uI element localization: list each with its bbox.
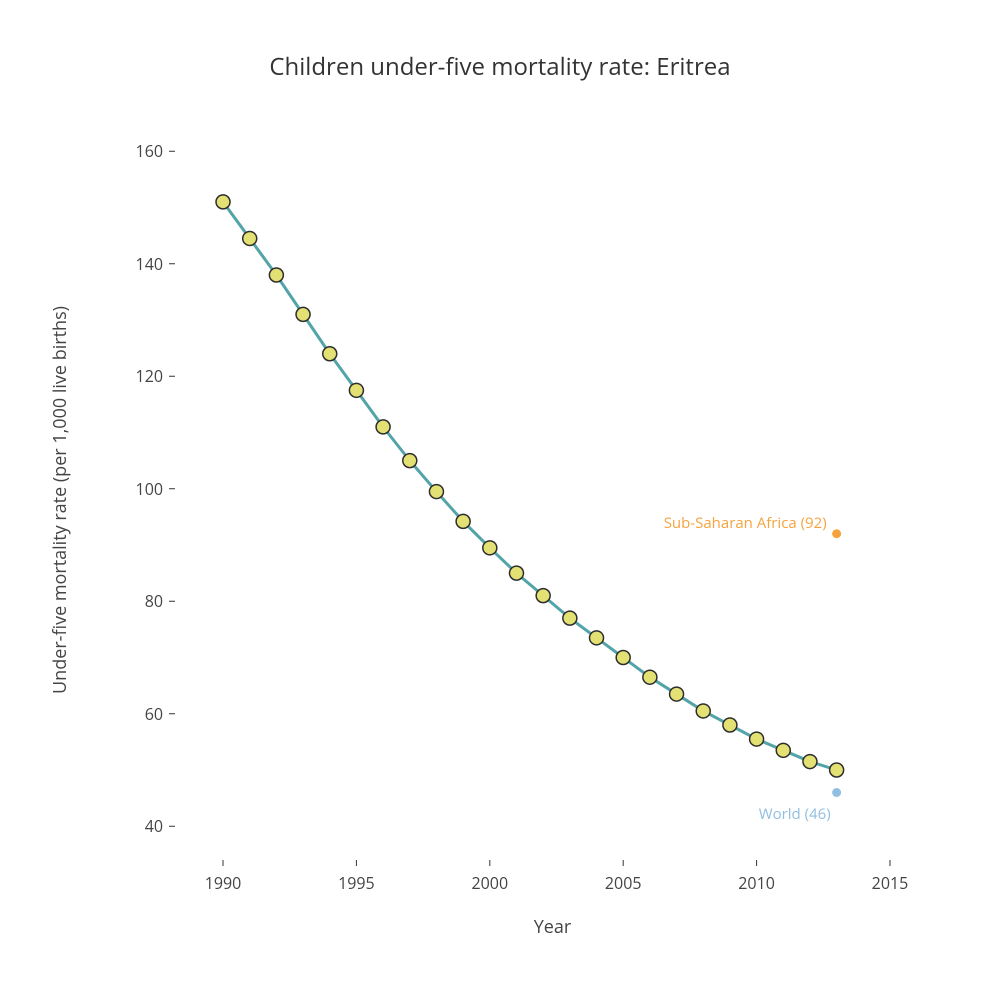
series-marker	[670, 687, 684, 701]
series-marker	[296, 307, 310, 321]
series-marker	[536, 589, 550, 603]
series-marker	[830, 763, 844, 777]
series-marker	[509, 566, 523, 580]
x-tick-label: 2005	[605, 872, 642, 894]
y-tick-label: 80	[125, 590, 163, 612]
series-marker	[563, 611, 577, 625]
y-axis-label: Under-five mortality rate (per 1,000 liv…	[48, 306, 72, 694]
series-marker	[429, 485, 443, 499]
series-line	[223, 202, 837, 770]
series-marker	[590, 631, 604, 645]
series-marker	[243, 231, 257, 245]
series-marker	[750, 732, 764, 746]
reference-marker	[832, 788, 841, 797]
y-tick-label: 140	[125, 253, 163, 275]
series-marker	[483, 541, 497, 555]
x-tick-label: 1990	[205, 872, 242, 894]
y-tick-label: 60	[125, 703, 163, 725]
x-tick-label: 2000	[472, 872, 509, 894]
x-tick-label: 2010	[738, 872, 775, 894]
series-marker	[643, 670, 657, 684]
series-marker	[616, 651, 630, 665]
reference-marker	[832, 529, 841, 538]
series-marker	[696, 704, 710, 718]
series-marker	[456, 514, 470, 528]
y-tick-label: 100	[125, 478, 163, 500]
series-marker	[216, 195, 230, 209]
series-marker	[803, 755, 817, 769]
series-marker	[376, 420, 390, 434]
reference-label: Sub-Saharan Africa (92)	[664, 513, 827, 533]
chart-container: Children under-five mortality rate: Erit…	[0, 0, 1000, 1000]
reference-label: World (46)	[759, 804, 831, 824]
series-marker	[776, 743, 790, 757]
y-tick-label: 160	[125, 140, 163, 162]
y-tick-label: 120	[125, 365, 163, 387]
series-marker	[269, 268, 283, 282]
series-marker	[403, 454, 417, 468]
x-axis-label: Year	[534, 915, 572, 939]
x-tick-label: 2015	[872, 872, 909, 894]
x-tick-label: 1995	[338, 872, 375, 894]
series-marker	[323, 347, 337, 361]
series-marker	[349, 383, 363, 397]
series-marker	[723, 718, 737, 732]
y-tick-label: 40	[125, 815, 163, 837]
